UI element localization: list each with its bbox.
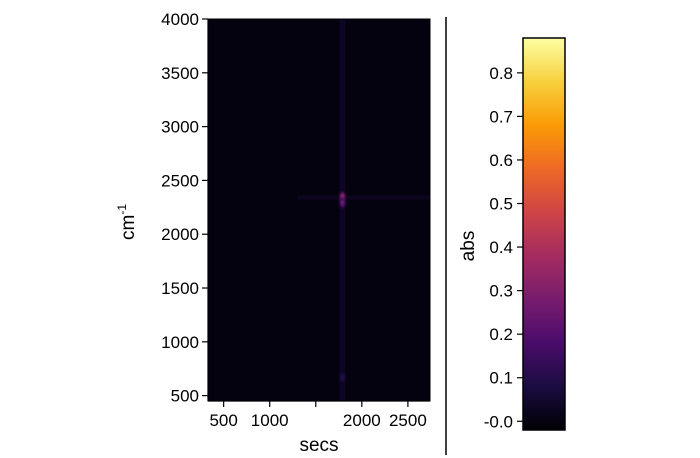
colorbar-tick-label: 0.7 — [489, 107, 513, 126]
colorbar: -0.0 0.1 0.2 0.3 0.4 0.5 0.6 0.7 0.8 — [484, 37, 566, 431]
x-tick-label: 500 — [209, 411, 237, 430]
y-axis-title: cm-1 — [115, 204, 139, 240]
x-tick-label: 2500 — [389, 411, 427, 430]
colorbar-tick-label: 0.1 — [489, 369, 513, 388]
colorbar-tick-label: 0.6 — [489, 151, 513, 170]
colorbar-tick-label: 0.2 — [489, 325, 513, 344]
x-tick-label: 1000 — [251, 411, 289, 430]
y-tick-label: 4000 — [161, 10, 199, 29]
x-axis: 500 1000 2000 2500 — [208, 400, 430, 430]
colorbar-tick-label: -0.0 — [484, 412, 513, 431]
y-tick-label: 3500 — [161, 64, 199, 83]
y-axis-title-superscript: -1 — [115, 204, 129, 215]
y-tick-label: 1500 — [161, 279, 199, 298]
heatmap-background — [208, 19, 430, 401]
y-axis-title-unit: cm — [118, 215, 139, 240]
y-axis: 500 1000 1500 2000 2500 3000 3500 4000 — [161, 10, 209, 406]
y-tick-label: 2000 — [161, 225, 199, 244]
y-tick-label: 2500 — [161, 171, 199, 190]
x-axis-title: secs — [299, 435, 338, 456]
colorbar-gradient — [522, 37, 566, 431]
y-tick-label: 1000 — [161, 333, 199, 352]
heatmap — [207, 18, 431, 402]
heatmap-peak — [337, 369, 348, 386]
y-tick-label: 3000 — [161, 118, 199, 137]
heatmap-row-feature — [298, 195, 430, 200]
x-tick-label: 2000 — [343, 411, 381, 430]
heatmap-peak — [337, 195, 348, 212]
y-tick-label: 500 — [171, 387, 199, 406]
colorbar-tick-label: 0.8 — [489, 64, 513, 83]
colorbar-title: abs — [458, 231, 479, 262]
colorbar-tick-label: 0.4 — [489, 238, 513, 257]
colorbar-tick-label: 0.5 — [489, 195, 513, 214]
colorbar-tick-label: 0.3 — [489, 282, 513, 301]
